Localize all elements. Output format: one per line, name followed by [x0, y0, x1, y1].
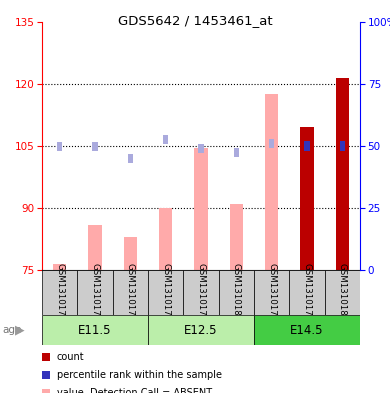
- Bar: [289, 270, 324, 315]
- Bar: [265, 94, 278, 270]
- Text: GSM1310175: GSM1310175: [267, 263, 276, 321]
- Bar: [230, 204, 243, 270]
- Text: GSM1310178: GSM1310178: [303, 263, 312, 321]
- Bar: [198, 143, 204, 152]
- Text: age: age: [2, 325, 21, 335]
- Bar: [183, 270, 219, 315]
- Bar: [159, 208, 172, 270]
- Text: ▶: ▶: [16, 323, 25, 336]
- Bar: [53, 264, 66, 270]
- Text: GSM1310174: GSM1310174: [161, 263, 170, 321]
- Bar: [57, 142, 62, 151]
- Bar: [340, 141, 345, 151]
- Bar: [128, 154, 133, 163]
- Text: GSM1310179: GSM1310179: [126, 263, 135, 321]
- Bar: [254, 315, 360, 345]
- Bar: [77, 270, 113, 315]
- Bar: [88, 224, 102, 270]
- Bar: [113, 270, 148, 315]
- Bar: [269, 140, 275, 149]
- Text: value, Detection Call = ABSENT: value, Detection Call = ABSENT: [57, 388, 212, 393]
- Bar: [336, 78, 349, 270]
- Bar: [148, 270, 183, 315]
- Text: GSM1310173: GSM1310173: [55, 263, 64, 321]
- Text: GSM1310176: GSM1310176: [90, 263, 99, 321]
- Bar: [219, 270, 254, 315]
- Bar: [148, 315, 254, 345]
- Bar: [42, 270, 77, 315]
- Bar: [254, 270, 289, 315]
- Text: GSM1310180: GSM1310180: [232, 263, 241, 321]
- Bar: [304, 141, 310, 151]
- Text: GSM1310181: GSM1310181: [338, 263, 347, 321]
- Text: E11.5: E11.5: [78, 323, 112, 336]
- Bar: [163, 135, 168, 144]
- Bar: [124, 237, 137, 270]
- Bar: [324, 270, 360, 315]
- Text: E14.5: E14.5: [290, 323, 324, 336]
- Text: E12.5: E12.5: [184, 323, 218, 336]
- Text: count: count: [57, 352, 85, 362]
- Bar: [92, 142, 98, 151]
- Bar: [234, 148, 239, 157]
- Bar: [42, 315, 148, 345]
- Text: percentile rank within the sample: percentile rank within the sample: [57, 370, 222, 380]
- Bar: [300, 127, 314, 270]
- Text: GDS5642 / 1453461_at: GDS5642 / 1453461_at: [118, 14, 272, 27]
- Text: GSM1310177: GSM1310177: [197, 263, 206, 321]
- Bar: [194, 148, 208, 270]
